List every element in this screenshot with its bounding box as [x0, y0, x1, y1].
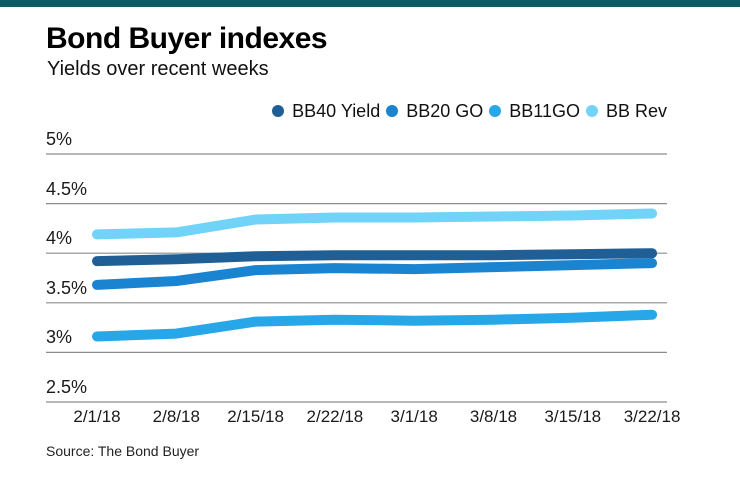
series-line-bb40-yield	[92, 248, 658, 267]
legend-dot-bb40-yield-icon	[272, 105, 285, 117]
chart-subtitle: Yields over recent weeks	[47, 58, 269, 80]
legend-label-bb40-yield: BB40 Yield	[292, 100, 381, 121]
legend-dot-bb-rev-icon	[585, 105, 598, 117]
x-axis-label-3-8-18: 3/8/18	[469, 407, 518, 426]
y-axis-label-4-: 4%	[46, 228, 73, 249]
chart-legend: BB40 Yield BB20 GO BB11GO BB Rev	[46, 100, 667, 122]
legend-label-bb11go: BB11GO	[509, 100, 580, 121]
legend-item-bb20-go: BB20 GO	[386, 101, 483, 122]
y-axis-label-2-5-: 2.5%	[46, 377, 88, 397]
series-line-bb11go	[92, 309, 658, 342]
series-line-bb-rev	[92, 208, 658, 240]
y-axis-label-5-: 5%	[46, 129, 73, 149]
y-axis-label-3-: 3%	[46, 327, 73, 348]
legend-dot-bb20-go-icon	[386, 105, 399, 117]
legend-dot-bb11go-icon	[489, 105, 502, 117]
source-note: Source: The Bond Buyer	[46, 443, 200, 459]
x-axis-label-2-8-18: 2/8/18	[152, 407, 200, 426]
x-axis-label-3-15-18: 3/15/18	[544, 407, 602, 426]
x-axis-label-3-22-18: 3/22/18	[623, 407, 681, 426]
legend-label-bb-rev: BB Rev	[605, 100, 667, 121]
x-axis-label-2-15-18: 2/15/18	[227, 407, 284, 426]
legend-label-bb20-go: BB20 GO	[406, 100, 484, 121]
x-axis-label-2-1-18: 2/1/18	[73, 407, 121, 426]
y-axis-label-4-5-: 4.5%	[46, 178, 88, 199]
accent-top-bar	[0, 0, 740, 7]
legend-item-bb-rev: BB Rev	[585, 100, 667, 122]
x-axis-label-2-22-18: 2/22/18	[306, 407, 364, 426]
legend-item-bb40-yield: BB40 Yield	[272, 101, 380, 122]
x-axis-label-3-1-18: 3/1/18	[390, 407, 438, 426]
y-axis-label-3-5-: 3.5%	[46, 277, 88, 298]
series-line-bb20-go	[92, 258, 658, 290]
chart-title: Bond Buyer indexes	[46, 22, 328, 55]
legend-item-bb11go: BB11GO	[489, 101, 580, 122]
